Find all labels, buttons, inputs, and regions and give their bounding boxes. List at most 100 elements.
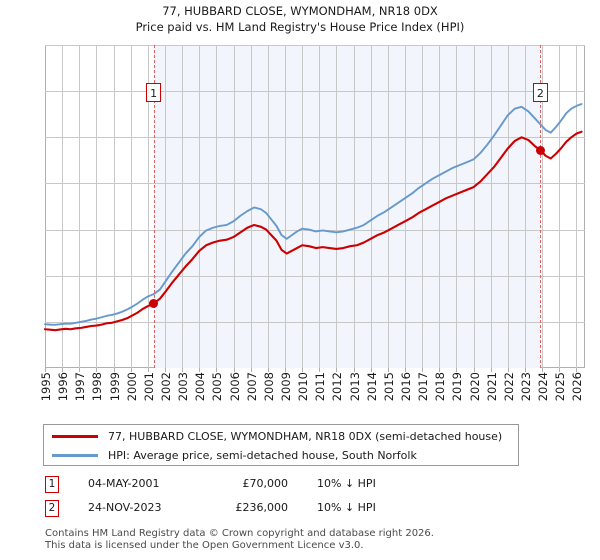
x-axis-tick-label: 2025 xyxy=(553,372,568,402)
x-axis-tick xyxy=(147,368,149,372)
transaction-point-marker[interactable] xyxy=(535,145,545,155)
x-axis-tick-label: 2002 xyxy=(159,372,173,402)
series-svg xyxy=(43,103,583,332)
x-axis-tick-label: 2011 xyxy=(313,372,328,402)
x-axis-tick-label: 2014 xyxy=(364,372,379,402)
gridline-vertical xyxy=(405,45,406,368)
legend-item-property: 77, HUBBARD CLOSE, WYMONDHAM, NR18 0DX (… xyxy=(52,427,502,445)
x-axis-tick-label: 2005 xyxy=(210,372,225,402)
title-subtitle: Price paid vs. HM Land Registry's House … xyxy=(135,20,465,34)
x-axis-tick xyxy=(216,368,218,372)
gridline-vertical xyxy=(62,45,64,368)
transaction-marker-box[interactable]: 1 xyxy=(146,83,162,102)
legend-item-hpi: HPI: Average price, semi-detached house,… xyxy=(52,446,417,464)
title-address: 77, HUBBARD CLOSE, WYMONDHAM, NR18 0DX xyxy=(162,4,438,18)
gridline-vertical xyxy=(147,45,149,368)
gridline-vertical xyxy=(490,45,492,368)
gridline-vertical xyxy=(542,45,544,368)
gridline-vertical xyxy=(559,45,561,368)
x-axis-tick xyxy=(439,368,441,372)
transaction-marker-line xyxy=(540,45,542,368)
transaction-date: 04-MAY-2001 xyxy=(88,477,160,490)
x-axis-tick xyxy=(182,368,184,372)
gridline-vertical xyxy=(422,45,424,368)
x-axis-tick-label: 2017 xyxy=(416,372,431,402)
x-axis-tick-label: 2024 xyxy=(536,372,551,402)
x-axis-tick-label: 2018 xyxy=(433,372,448,402)
x-axis-tick-label: 2010 xyxy=(296,372,311,402)
x-axis-tick xyxy=(559,368,561,372)
x-axis-tick-label: 2023 xyxy=(519,372,533,402)
transaction-price: £236,000 xyxy=(235,501,289,514)
x-axis-tick xyxy=(370,368,372,372)
x-axis-tick xyxy=(542,368,544,372)
gridline-vertical xyxy=(199,45,201,368)
legend-swatch-hpi xyxy=(52,453,98,457)
x-axis-tick xyxy=(233,368,235,372)
gridline-horizontal xyxy=(45,91,585,93)
gridline-vertical xyxy=(130,45,132,368)
x-axis-tick-label: 2019 xyxy=(450,372,465,402)
gridline-vertical xyxy=(96,45,98,368)
x-axis-labels: 1995 1996 1997 1998 1999 2000 2001 2002 2003 2004… xyxy=(39,372,585,432)
transaction-hpi-delta: 10% ↓ HPI xyxy=(317,501,376,514)
gridline-vertical xyxy=(165,45,166,368)
x-axis-tick xyxy=(45,368,46,372)
transaction-price: £70,000 xyxy=(242,477,289,490)
attribution-footer: Contains HM Land Registry data © Crown c… xyxy=(45,528,565,551)
x-axis-tick xyxy=(199,368,201,372)
gridline-vertical xyxy=(370,45,372,368)
gridline-vertical xyxy=(285,45,286,368)
x-axis-tick xyxy=(576,368,578,372)
gridline-vertical xyxy=(319,45,321,368)
gridline-vertical xyxy=(250,45,252,368)
x-axis-tick xyxy=(285,368,286,372)
x-axis-tick-label: 2004 xyxy=(193,372,208,402)
x-axis-tick xyxy=(490,368,492,372)
x-axis-tick xyxy=(405,368,406,372)
x-axis-tick-label: 2013 xyxy=(347,372,362,402)
x-axis-tick-label: 2008 xyxy=(261,372,276,402)
table-row: 1 04-MAY-2001 £70,000 10% ↓ HPI xyxy=(45,474,465,498)
gridline-vertical xyxy=(216,45,218,368)
x-axis-tick-label: 2026 xyxy=(570,372,585,402)
gridline-vertical xyxy=(182,45,184,368)
transaction-point-marker[interactable] xyxy=(149,298,159,308)
x-axis-tick-label: 2001 xyxy=(141,372,156,402)
x-axis-tick xyxy=(507,368,509,372)
x-axis-tick-label: 2007 xyxy=(244,372,259,402)
footer-copyright: Contains HM Land Registry data © Crown c… xyxy=(45,528,434,539)
x-axis-tick xyxy=(250,368,252,372)
x-axis-tick-label: 2015 xyxy=(381,372,396,402)
gridline-horizontal xyxy=(45,137,585,139)
gridline-vertical xyxy=(439,45,441,368)
gridline-horizontal xyxy=(45,183,585,185)
x-axis-tick xyxy=(353,368,355,372)
x-axis-tick-label: 1995 xyxy=(39,372,53,402)
x-axis-tick-label: 1996 xyxy=(56,372,71,402)
gridline-vertical xyxy=(525,45,526,368)
x-axis-tick-label: 1999 xyxy=(107,372,122,402)
x-axis-tick xyxy=(113,368,115,372)
x-axis-tick xyxy=(422,368,424,372)
gridline-vertical xyxy=(336,45,338,368)
x-axis-tick xyxy=(302,368,304,372)
page-title: 77, HUBBARD CLOSE, WYMONDHAM, NR18 0DX P… xyxy=(0,3,600,35)
x-axis-tick-label: 1997 xyxy=(73,372,88,402)
transaction-marker-line xyxy=(153,45,155,368)
gridline-horizontal xyxy=(45,275,585,277)
series-line-property xyxy=(43,130,583,332)
transaction-hpi-delta: 10% ↓ HPI xyxy=(317,477,376,490)
transaction-date: 24-NOV-2023 xyxy=(88,501,162,514)
gridline-vertical xyxy=(387,45,389,368)
gridline-vertical xyxy=(456,45,458,368)
x-axis-tick-label: 2000 xyxy=(124,372,139,402)
ownership-span-shading xyxy=(153,45,541,368)
legend-label-hpi: HPI: Average price, semi-detached house,… xyxy=(108,448,417,462)
transaction-marker-box[interactable]: 2 xyxy=(532,83,548,102)
gridline-vertical xyxy=(79,45,81,368)
x-axis-tick-label: 1998 xyxy=(90,372,105,402)
x-axis-tick xyxy=(130,368,132,372)
x-axis-tick-label: 2016 xyxy=(399,372,413,402)
series-line-hpi xyxy=(44,103,583,326)
